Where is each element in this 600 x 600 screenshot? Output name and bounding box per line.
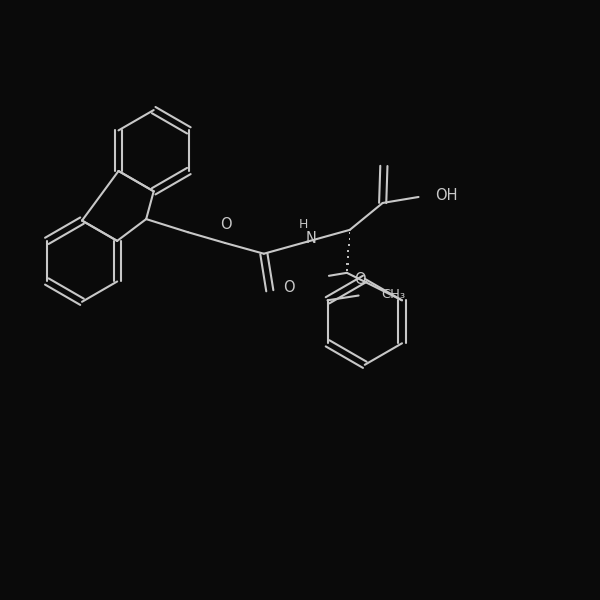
Text: H: H	[299, 218, 308, 231]
Text: OH: OH	[435, 188, 458, 203]
Text: O: O	[354, 272, 365, 287]
Text: O: O	[283, 280, 295, 295]
Text: O: O	[220, 217, 232, 232]
Text: N: N	[305, 231, 316, 246]
Text: CH₃: CH₃	[381, 288, 406, 301]
